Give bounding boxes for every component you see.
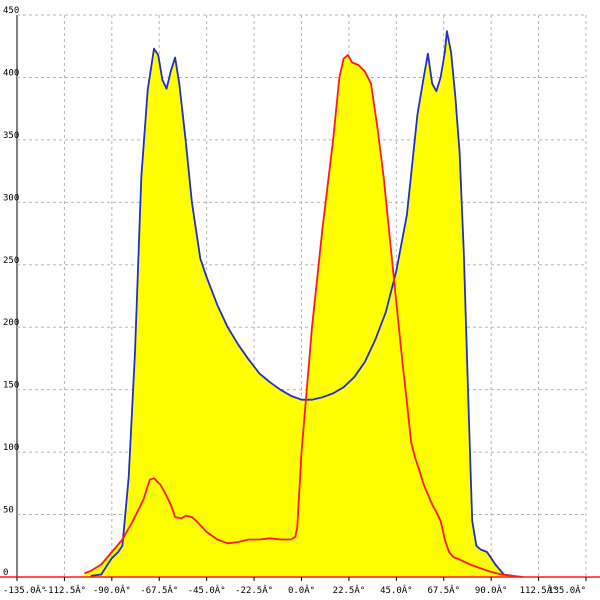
x-tick-label: 112.5Â° bbox=[520, 584, 558, 596]
series-line bbox=[84, 54, 523, 578]
x-tick-label: 67.5Â° bbox=[427, 584, 460, 596]
x-tick-label: -45.0Â° bbox=[188, 584, 226, 596]
x-tick-label: -112.5Â° bbox=[43, 584, 86, 596]
y-tick-label: 250 bbox=[3, 256, 19, 266]
y-tick-label: 50 bbox=[3, 506, 14, 516]
axes bbox=[0, 576, 600, 581]
y-tick-label: 200 bbox=[3, 318, 19, 328]
x-tick-label: 135.0Â° bbox=[548, 584, 586, 596]
y-tick-label: 0 bbox=[3, 568, 8, 578]
x-tick-label: -135.0Â° bbox=[3, 584, 46, 596]
area-fill bbox=[84, 55, 523, 577]
series-lines bbox=[84, 30, 523, 578]
y-tick-label: 350 bbox=[3, 131, 19, 141]
y-tick-label: 300 bbox=[3, 193, 19, 203]
x-tick-label: 22.5Â° bbox=[333, 584, 366, 596]
x-tick-label: 0.0Â° bbox=[288, 584, 315, 596]
x-tick-label: 90.0Â° bbox=[475, 584, 508, 596]
tick-labels: 0 50 100 150 200 250 300 350 400 450 -135.0Â°-112.… bbox=[3, 6, 586, 596]
x-tick-label: -90.0Â° bbox=[93, 584, 131, 596]
y-tick-label: 150 bbox=[3, 381, 19, 391]
x-tick-label: 45.0Â° bbox=[380, 584, 413, 596]
y-tick-label: 450 bbox=[3, 6, 19, 16]
filled-area bbox=[84, 31, 523, 577]
y-tick-label: 100 bbox=[3, 443, 19, 453]
x-tick-label: -22.5Â° bbox=[235, 584, 273, 596]
y-tick-label: 400 bbox=[3, 68, 19, 78]
x-tick-label: -67.5Â° bbox=[140, 584, 178, 596]
